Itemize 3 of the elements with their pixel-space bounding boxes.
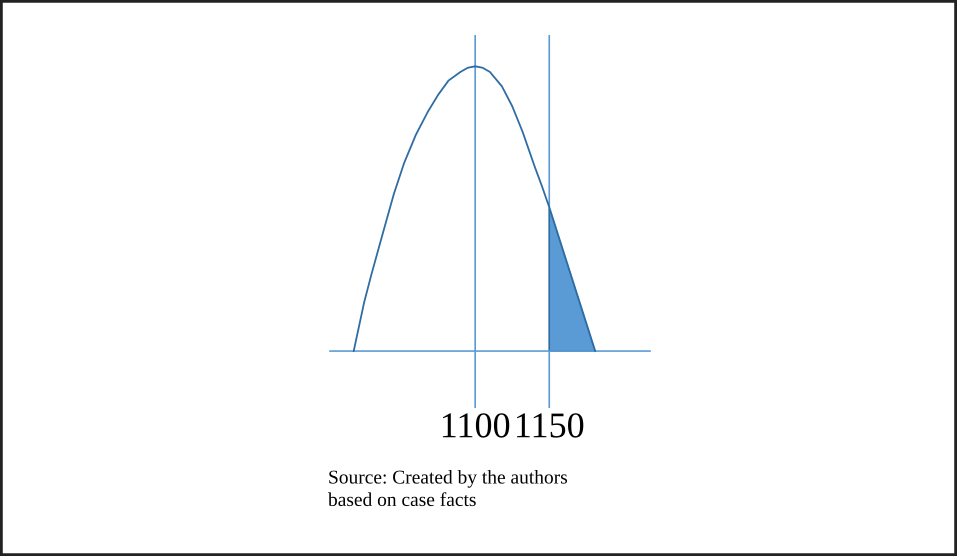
source-note: Source: Created by the authors based on case facts <box>328 470 568 506</box>
x-tick-label: 1100 <box>442 413 510 438</box>
x-tick-label: 1150 <box>517 413 584 438</box>
